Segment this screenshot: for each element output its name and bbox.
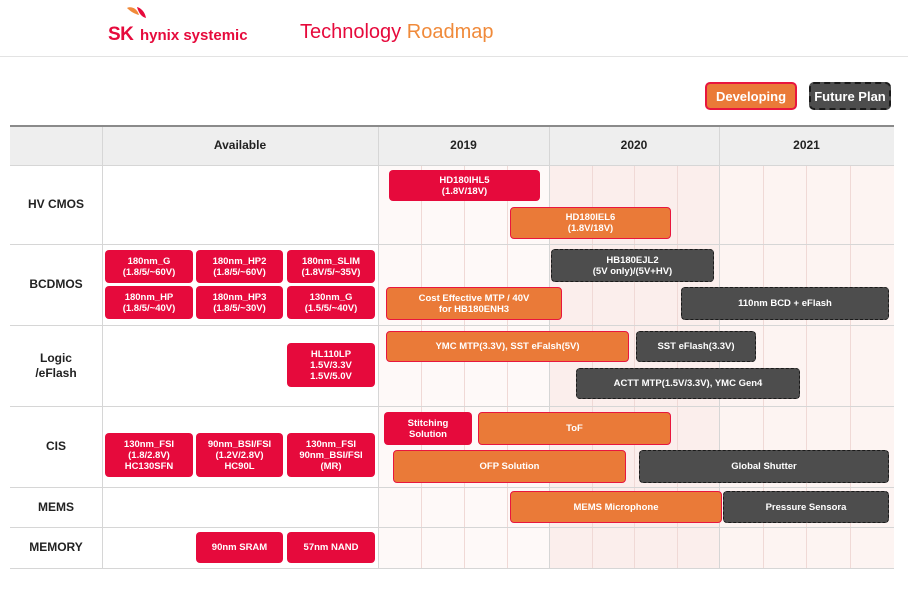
header-divider bbox=[0, 56, 908, 57]
row-divider bbox=[10, 244, 894, 245]
row-label-logic-eflash: Logic /eFlash bbox=[35, 350, 77, 380]
column-header-2020: 2020 bbox=[620, 138, 648, 152]
node-180nm-slim: 180nm_SLIM (1.8V/5/~35V) bbox=[287, 250, 375, 283]
node-global-shutter: Global Shutter bbox=[639, 450, 889, 483]
sk-butterfly-logo-icon bbox=[127, 7, 146, 18]
row-divider bbox=[10, 406, 894, 407]
row-divider bbox=[10, 568, 894, 569]
row-label-memory: MEMORY bbox=[29, 540, 83, 554]
title-roadmap: Roadmap bbox=[406, 21, 494, 43]
quarter-line bbox=[677, 165, 678, 569]
quarter-line bbox=[850, 165, 851, 569]
node-ofp-solution: OFP Solution bbox=[393, 450, 626, 483]
roadmap-grid: Available 2019 2020 2021 HV CMOS BCDMOS … bbox=[10, 125, 894, 569]
grid-top-border bbox=[10, 125, 894, 127]
node-130nm-fsi: 130nm_FSI (1.8/2.8V) HC130SFN bbox=[105, 433, 193, 477]
logo-name-text: hynix systemic bbox=[140, 27, 248, 44]
node-cost-effective-mtp: Cost Effective MTP / 40V for HB180ENH3 bbox=[386, 287, 562, 320]
grid-header-background bbox=[10, 125, 894, 165]
node-pressure-sensor: Pressure Sensora bbox=[723, 491, 889, 523]
quarter-line bbox=[507, 165, 508, 569]
quarter-line bbox=[634, 165, 635, 569]
node-mems-microphone: MEMS Microphone bbox=[510, 491, 722, 523]
node-ymc-mtp: YMC MTP(3.3V), SST eFalsh(5V) bbox=[386, 331, 629, 362]
node-90nm-bsi-fsi: 90nm_BSI/FSI (1.2V/2.8V) HC90L bbox=[196, 433, 283, 477]
node-180nm-hp: 180nm_HP (1.8/5/~40V) bbox=[105, 286, 193, 319]
page-title: Technology Roadmap bbox=[300, 21, 493, 44]
row-divider bbox=[10, 527, 894, 528]
column-divider bbox=[102, 125, 103, 569]
quarter-line bbox=[763, 165, 764, 569]
node-180nm-g: 180nm_G (1.8/5/~60V) bbox=[105, 250, 193, 283]
node-110nm-bcd-eflash: 110nm BCD + eFlash bbox=[681, 287, 889, 320]
node-180nm-hp2: 180nm_HP2 (1.8/5/~60V) bbox=[196, 250, 283, 283]
node-sst-eflash: SST eFlash(3.3V) bbox=[636, 331, 756, 362]
node-stitching-solution: Stitching Solution bbox=[384, 412, 472, 445]
node-tof: ToF bbox=[478, 412, 671, 445]
node-130nm-g: 130nm_G (1.5/5/~40V) bbox=[287, 286, 375, 319]
legend-developing: Developing bbox=[705, 82, 797, 110]
node-hd180iel6: HD180IEL6 (1.8V/18V) bbox=[510, 207, 671, 239]
node-hl110lp: HL110LP 1.5V/3.3V 1.5V/5.0V bbox=[287, 343, 375, 387]
node-180nm-hp3: 180nm_HP3 (1.8/5/~30V) bbox=[196, 286, 283, 319]
row-divider bbox=[10, 487, 894, 488]
column-header-2021: 2021 bbox=[793, 138, 820, 152]
column-divider bbox=[378, 125, 379, 569]
node-130nm-fsi-mr: 130nm_FSI 90nm_BSI/FSI (MR) bbox=[287, 433, 375, 477]
node-90nm-sram: 90nm SRAM bbox=[196, 532, 283, 563]
node-actt-mtp: ACTT MTP(1.5V/3.3V), YMC Gen4 bbox=[576, 368, 800, 399]
row-label-bcdmos: BCDMOS bbox=[29, 277, 83, 291]
column-header-available: Available bbox=[213, 138, 267, 152]
title-technology: Technology bbox=[300, 21, 402, 43]
quarter-line bbox=[806, 165, 807, 569]
node-57nm-nand: 57nm NAND bbox=[287, 532, 375, 563]
row-divider bbox=[10, 325, 894, 326]
column-header-2019: 2019 bbox=[450, 138, 477, 152]
row-label-cis: CIS bbox=[45, 439, 66, 453]
logo-sk-text: SK bbox=[108, 24, 134, 45]
row-label-mems: MEMS bbox=[38, 499, 74, 514]
quarter-line bbox=[464, 165, 465, 569]
sk-hynix-logo: SK hynix systemic bbox=[108, 6, 268, 46]
quarter-line bbox=[421, 165, 422, 569]
node-hb180ejl2: HB180EJL2 (5V only)/(5V+HV) bbox=[551, 249, 714, 282]
node-hd180ihl5: HD180IHL5 (1.8V/18V) bbox=[389, 170, 540, 201]
quarter-line bbox=[592, 165, 593, 569]
legend-future-plan: Future Plan bbox=[809, 82, 891, 110]
row-label-hv-cmos: HV CMOS bbox=[27, 197, 84, 211]
row-divider bbox=[10, 165, 894, 166]
